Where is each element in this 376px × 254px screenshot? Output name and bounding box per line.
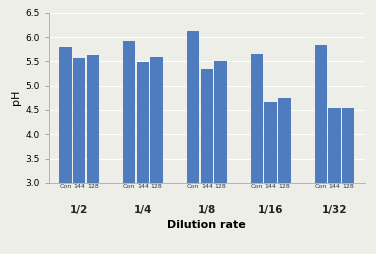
Text: 1/8: 1/8	[198, 205, 216, 215]
Bar	[123, 41, 135, 183]
Bar	[315, 45, 327, 183]
Text: 1/32: 1/32	[322, 205, 347, 215]
Bar	[214, 61, 227, 183]
Y-axis label: pH: pH	[11, 90, 21, 105]
Bar	[150, 57, 163, 183]
Bar	[264, 102, 277, 183]
Text: 1/2: 1/2	[70, 205, 88, 215]
Bar	[86, 55, 99, 183]
Bar	[59, 47, 71, 183]
Bar	[342, 107, 355, 183]
Bar	[137, 62, 149, 183]
X-axis label: Dilution rate: Dilution rate	[167, 220, 246, 230]
Bar	[73, 58, 85, 183]
Text: 1/4: 1/4	[134, 205, 152, 215]
Bar	[251, 54, 263, 183]
Bar	[187, 31, 199, 183]
Bar	[201, 69, 213, 183]
Bar	[278, 98, 291, 183]
Bar	[328, 108, 341, 183]
Text: 1/16: 1/16	[258, 205, 284, 215]
